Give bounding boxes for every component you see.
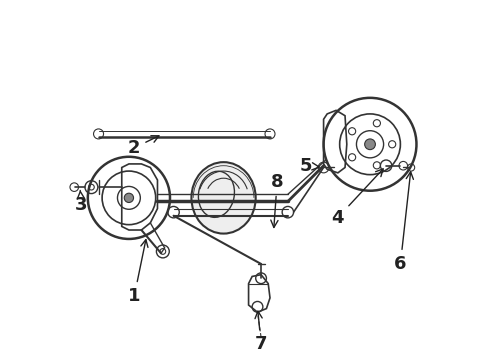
Text: 5: 5 [299,157,319,175]
Ellipse shape [192,162,256,234]
Text: 8: 8 [271,173,283,228]
Text: 7: 7 [255,311,268,353]
Text: 1: 1 [128,240,148,305]
Text: 3: 3 [75,190,88,214]
Text: 4: 4 [332,169,383,226]
Circle shape [124,193,134,203]
Text: 2: 2 [128,136,159,157]
Text: 6: 6 [394,172,414,273]
Circle shape [365,139,375,150]
